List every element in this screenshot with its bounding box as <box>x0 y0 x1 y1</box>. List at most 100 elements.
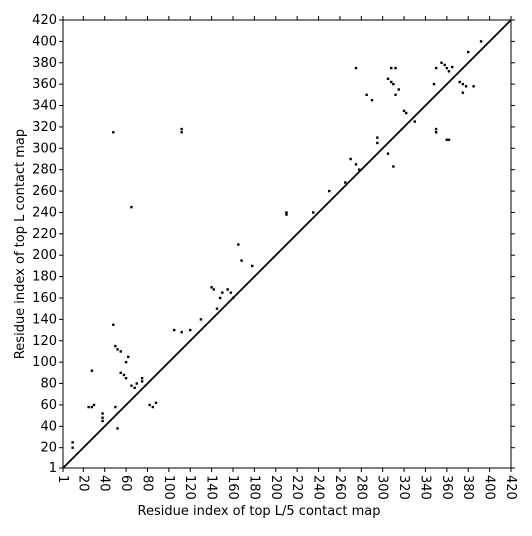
contact-point <box>394 66 397 70</box>
contact-point <box>135 382 138 385</box>
contact-point <box>251 264 254 268</box>
contact-point <box>386 152 390 155</box>
x-tick-label: 340 <box>417 475 432 500</box>
y-tick-label: 340 <box>32 99 57 114</box>
y-tick-label: 80 <box>40 377 57 392</box>
contact-point <box>402 109 406 113</box>
contact-point <box>392 165 395 168</box>
contact-point <box>354 163 358 166</box>
contact-point <box>119 350 122 353</box>
contact-point <box>464 85 468 88</box>
x-tick-label: 280 <box>353 475 368 500</box>
contact-point <box>116 427 119 430</box>
contact-point <box>124 360 128 364</box>
y-tick-label: 280 <box>32 163 57 178</box>
plot-frame <box>62 19 512 469</box>
contact-point <box>189 328 192 332</box>
contact-point <box>101 416 104 419</box>
contact-point <box>405 111 408 115</box>
contact-point <box>443 63 446 67</box>
contact-point <box>101 419 104 423</box>
x-tick-label: 80 <box>139 475 154 492</box>
contact-point <box>397 88 400 91</box>
contact-point <box>92 403 96 407</box>
contact-point <box>101 412 104 415</box>
contact-point <box>472 85 475 88</box>
contact-point <box>413 120 416 123</box>
contact-point <box>440 61 443 64</box>
contact-point <box>116 348 119 351</box>
contact-point <box>122 373 126 377</box>
y-tick-label: 320 <box>32 120 57 135</box>
contact-point <box>112 131 115 134</box>
contact-point <box>357 168 361 171</box>
contact-point <box>450 65 454 69</box>
contact-point <box>376 136 379 139</box>
contact-point <box>212 288 215 291</box>
contact-point <box>231 296 235 300</box>
y-tick-label: 360 <box>32 77 57 92</box>
y-tick-label: 20 <box>40 441 57 456</box>
x-tick-label: 220 <box>289 475 304 500</box>
contact-point <box>390 66 393 70</box>
x-tick-label: 420 <box>503 475 518 500</box>
contact-point <box>461 82 465 86</box>
contact-point <box>434 66 438 70</box>
contact-point <box>114 405 117 409</box>
y-tick-label: 300 <box>32 141 57 156</box>
contact-point <box>237 243 240 246</box>
contact-point <box>71 441 74 444</box>
y-axis-label: Residue index of top L contact map <box>13 129 28 359</box>
x-tick-label: 60 <box>118 475 133 492</box>
x-tick-label: 260 <box>332 475 347 500</box>
diagonal-line <box>62 19 512 469</box>
contact-point <box>392 82 395 86</box>
contact-point <box>148 403 151 407</box>
contact-point <box>461 91 465 94</box>
x-tick-label: 140 <box>204 475 219 500</box>
contact-point <box>370 98 374 102</box>
contact-point <box>328 189 331 193</box>
contact-point <box>285 211 288 214</box>
contact-point <box>215 307 219 310</box>
contact-point <box>229 291 233 294</box>
contact-point <box>172 328 176 332</box>
x-tick-label: 300 <box>375 475 390 500</box>
x-tick-label: 200 <box>268 475 283 500</box>
y-tick-label: 100 <box>32 355 57 370</box>
x-tick-label: 100 <box>161 475 176 500</box>
contact-point <box>154 401 158 404</box>
contact-point <box>354 66 358 70</box>
y-tick-label: 400 <box>32 34 57 49</box>
contact-point <box>210 286 213 289</box>
contact-point <box>394 93 397 97</box>
y-tick-label: 180 <box>32 270 57 285</box>
x-tick-label: 360 <box>439 475 454 500</box>
x-tick-label: 1 <box>55 475 70 483</box>
contact-point <box>344 181 347 184</box>
contact-point <box>130 384 133 387</box>
contact-point <box>447 70 451 73</box>
x-tick-label: 180 <box>246 475 261 500</box>
contact-point <box>124 376 128 380</box>
y-tick-label: 380 <box>32 56 57 71</box>
contact-point <box>349 157 352 161</box>
y-tick-label: 140 <box>32 312 57 327</box>
contact-point <box>133 386 136 390</box>
y-tick-label: 260 <box>32 184 57 199</box>
contact-point <box>365 93 368 97</box>
contact-point <box>479 40 483 43</box>
contact-point <box>140 376 144 380</box>
contact-point <box>130 205 133 209</box>
contact-point <box>151 405 155 409</box>
contact-point <box>112 323 115 326</box>
contact-point <box>218 296 222 300</box>
contact-point <box>71 446 74 449</box>
contact-point <box>90 405 94 409</box>
y-tick-label: 240 <box>32 205 57 220</box>
y-tick-label: 120 <box>32 334 57 349</box>
contact-point <box>119 371 122 375</box>
y-tick-label: 420 <box>32 13 57 28</box>
x-axis-label: Residue index of top L/5 contact map <box>138 504 381 519</box>
